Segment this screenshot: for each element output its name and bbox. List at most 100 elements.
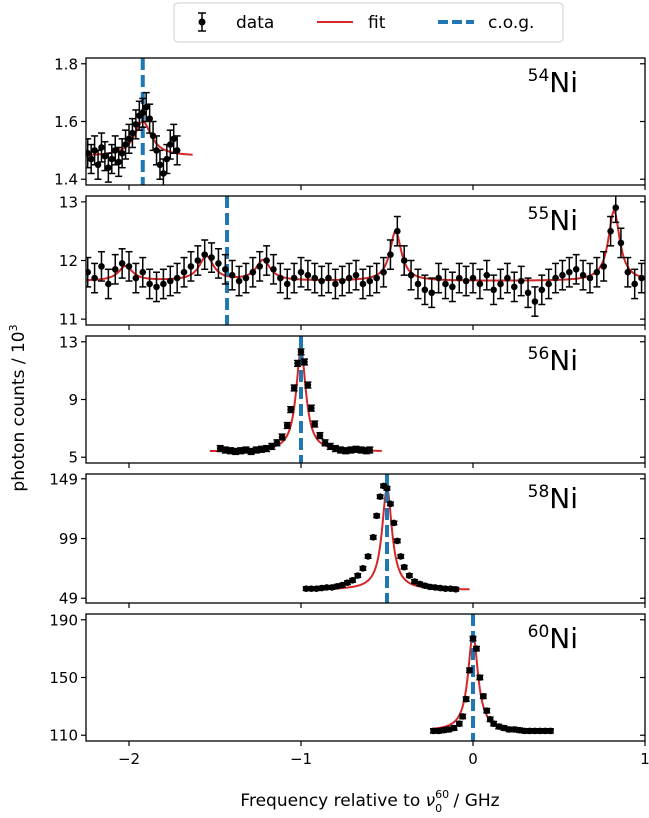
data-point bbox=[524, 277, 532, 309]
data-point bbox=[302, 585, 310, 592]
data-point bbox=[435, 262, 443, 294]
data-point bbox=[321, 439, 329, 447]
y-tick-label: 11 bbox=[59, 311, 78, 329]
data-point bbox=[565, 256, 573, 288]
data-point bbox=[97, 132, 105, 163]
data-point bbox=[349, 577, 357, 584]
data-point bbox=[297, 256, 305, 288]
data-point bbox=[393, 215, 401, 247]
data-point bbox=[545, 268, 553, 300]
data-point bbox=[139, 97, 147, 129]
legend-box bbox=[173, 2, 564, 43]
panel-58ni: 49 99 149 58Ni bbox=[49, 470, 646, 608]
fit-curve bbox=[433, 633, 554, 732]
data-point bbox=[462, 695, 470, 703]
isotope-label: 54Ni bbox=[528, 66, 578, 99]
data-point bbox=[369, 534, 377, 541]
data-point bbox=[638, 262, 645, 294]
data-point bbox=[397, 553, 405, 560]
data-point bbox=[268, 442, 276, 451]
data-point bbox=[624, 256, 632, 288]
isotope-label: 56Ni bbox=[528, 344, 578, 377]
data-point bbox=[111, 135, 119, 166]
data-point bbox=[311, 420, 319, 428]
data-point bbox=[311, 262, 319, 294]
data-point bbox=[153, 271, 161, 303]
y-tick-label: 5 bbox=[68, 449, 78, 467]
data-point bbox=[572, 253, 580, 285]
data-point bbox=[515, 726, 523, 734]
data-point bbox=[538, 274, 546, 306]
data-point bbox=[476, 674, 484, 681]
x-tick-label: 0 bbox=[468, 750, 478, 768]
y-tick-label: 12 bbox=[59, 252, 78, 270]
y-tick-label: 13 bbox=[59, 333, 78, 351]
data-point bbox=[201, 239, 209, 271]
data-point bbox=[354, 572, 362, 579]
data-point bbox=[531, 286, 539, 317]
data-point bbox=[373, 512, 381, 520]
panel-54ni: 1.4 1.6 1.8 54Ni bbox=[54, 55, 646, 190]
data-point bbox=[345, 262, 353, 294]
data-point bbox=[359, 268, 367, 300]
data-point bbox=[256, 250, 264, 282]
data-point bbox=[586, 262, 594, 294]
data-point bbox=[459, 713, 467, 720]
data-point bbox=[166, 129, 174, 160]
y-tick-label: 1.8 bbox=[54, 55, 78, 73]
x-tick-label: 1 bbox=[640, 750, 649, 768]
data-point bbox=[479, 692, 487, 700]
data-point bbox=[304, 381, 312, 389]
data-point bbox=[393, 537, 401, 545]
data-point bbox=[421, 274, 429, 306]
data-point bbox=[146, 268, 154, 300]
data-point bbox=[469, 635, 477, 642]
panel-55ni: 11 12 13 55Ni bbox=[59, 193, 646, 330]
data-point bbox=[290, 262, 298, 294]
data-point bbox=[194, 245, 202, 276]
panel-60ni: 110 150 190 60Ni bbox=[49, 611, 646, 746]
y-axis-label: photon counts / 103 bbox=[7, 324, 29, 491]
data-point bbox=[421, 582, 429, 589]
legend-entry-data: data bbox=[198, 12, 274, 33]
isotope-label: 58Ni bbox=[528, 482, 578, 515]
y-tick-label: 1.4 bbox=[54, 171, 78, 189]
data-point bbox=[228, 259, 236, 291]
x-tick-label: −1 bbox=[290, 750, 312, 768]
y-tick-label: 49 bbox=[59, 590, 78, 608]
data-point bbox=[86, 256, 92, 288]
data-point bbox=[263, 245, 271, 276]
data-point bbox=[531, 727, 539, 735]
data-point bbox=[617, 227, 625, 259]
data-point bbox=[455, 720, 463, 727]
legend-entry-cog: c.o.g. bbox=[438, 13, 534, 33]
data-point bbox=[94, 149, 102, 180]
data-point bbox=[214, 248, 222, 279]
data-point bbox=[122, 129, 130, 160]
data-point bbox=[343, 579, 351, 586]
data-point bbox=[607, 215, 615, 247]
data-point bbox=[469, 262, 477, 294]
y-tick-label: 9 bbox=[68, 391, 78, 409]
chart-panels: 1.4 1.6 1.8 54Ni 11 12 13 55Ni 5 9 13 56Ni 49 99 149 58… bbox=[49, 55, 646, 746]
data-point bbox=[269, 253, 277, 285]
data-point bbox=[390, 519, 398, 527]
legend-label: c.o.g. bbox=[488, 13, 534, 33]
data-point bbox=[497, 268, 505, 300]
data-point bbox=[235, 265, 243, 297]
data-point bbox=[208, 242, 216, 273]
data-point bbox=[97, 250, 105, 282]
data-point bbox=[104, 152, 112, 183]
legend-label: fit bbox=[368, 13, 386, 33]
data-point bbox=[318, 584, 326, 592]
data-point bbox=[455, 262, 463, 294]
data-point bbox=[316, 431, 324, 440]
data-point bbox=[503, 262, 511, 294]
x-tick-label: −2 bbox=[118, 750, 140, 768]
data-point bbox=[166, 265, 174, 297]
data-point bbox=[104, 268, 112, 300]
data-point bbox=[283, 421, 291, 430]
data-point bbox=[108, 143, 116, 175]
data-point bbox=[170, 123, 178, 154]
data-point bbox=[173, 262, 181, 294]
